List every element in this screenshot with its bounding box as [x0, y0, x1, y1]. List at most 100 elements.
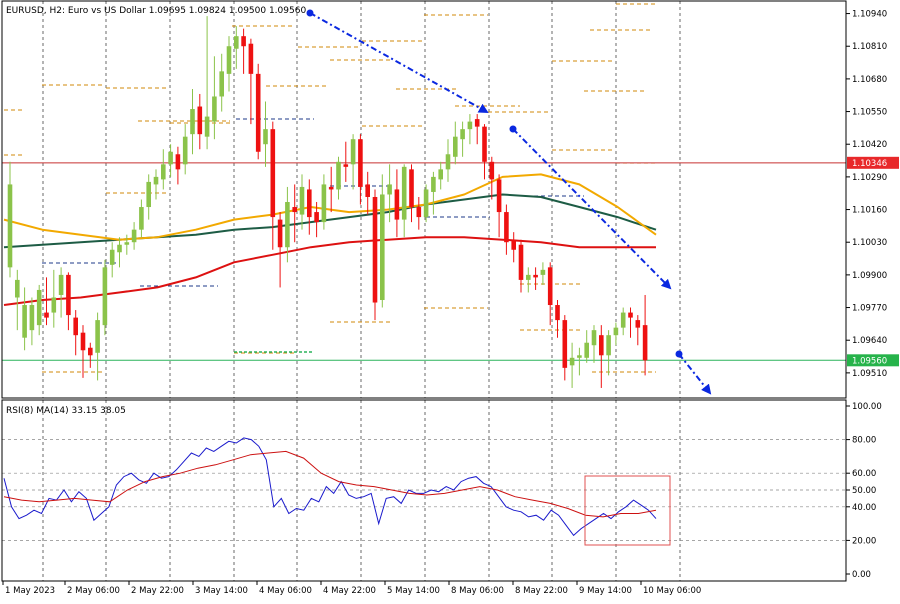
candle-bear [599, 335, 604, 356]
candle-bear [394, 189, 400, 220]
time-axis: 1 May 2023 2 May 06:00 2 May 22:00 3 May 14… [2, 581, 701, 596]
price-tick-label: 1.09770 [852, 304, 887, 314]
candle-bear [474, 119, 480, 127]
time-tick-label: 5 May 14:00 [387, 586, 440, 596]
price-tick-label: 1.09510 [852, 369, 887, 379]
price-label-text: 1.10346 [852, 159, 887, 169]
candle-bear [270, 129, 276, 218]
candle-bear [358, 139, 363, 187]
main-frame [1, 0, 847, 399]
candle-bear [241, 36, 246, 47]
rsi-tick-label: 60.00 [852, 469, 876, 479]
moving-average-2 [3, 173, 657, 241]
rsi-ma-line [3, 450, 657, 518]
rsi-panel [3, 437, 671, 546]
symbol-header: EURUSD, H2: Euro vs US Dollar 1.09695 1.… [6, 6, 306, 16]
trend-arrow [309, 12, 489, 113]
candle-bull [467, 121, 473, 130]
rsi-tick-label: 20.00 [852, 536, 876, 546]
candle-bear [277, 219, 283, 248]
price-label-box [847, 156, 899, 169]
rsi-tick-label: 0.00 [852, 570, 871, 580]
candle-bull [95, 320, 100, 353]
candle-bull [58, 274, 64, 295]
time-tick-label: 8 May 06:00 [451, 586, 504, 596]
trend-arrow [512, 128, 672, 290]
candle-bull [131, 229, 137, 243]
price-tick-label: 1.10810 [852, 42, 887, 52]
candle-bear [248, 43, 254, 74]
price-tick-label: 1.10940 [852, 10, 887, 20]
moving-average-1 [3, 193, 657, 249]
price-tick-label: 1.10420 [852, 140, 887, 150]
trend-arrows[interactable] [306, 9, 712, 395]
candle-bull [569, 357, 575, 366]
rsi-line [3, 437, 657, 537]
candle-bull [263, 129, 268, 145]
candle-bear [555, 305, 560, 321]
candle-bull [620, 312, 626, 328]
candle-bear [255, 73, 261, 152]
candle-bull [540, 269, 546, 275]
candle-bear [292, 207, 297, 213]
candle-bear [416, 207, 422, 218]
candle-bull [423, 189, 429, 218]
moving-average-3 [3, 236, 656, 306]
candle-bull [117, 244, 122, 253]
candle-bull [139, 207, 144, 230]
candle-bear [44, 312, 49, 318]
candle-bear [511, 239, 516, 250]
candle-bear [562, 320, 568, 368]
trend-arrow [678, 353, 712, 395]
time-tick-label: 10 May 06:00 [643, 586, 701, 596]
candle-bull [7, 184, 13, 268]
candle-bull [350, 139, 356, 165]
candle-bull [204, 116, 210, 137]
time-tick-label: 2 May 06:00 [67, 586, 120, 596]
candle-bear [547, 267, 553, 306]
candle-bull [577, 355, 582, 358]
price-axis: 1.10940 1.10810 1.10680 1.10550 1.10420 1.102… [846, 10, 899, 580]
candle-bull [299, 186, 305, 215]
rsi-tick-label: 50.00 [852, 486, 876, 496]
candle-bull [124, 242, 130, 245]
candle-bear [66, 274, 71, 316]
candle-bull [431, 176, 436, 192]
time-tick-label: 1 May 2023 [5, 586, 55, 596]
candle-bear [365, 184, 370, 197]
candle-bear [496, 179, 502, 213]
candle-bull [102, 267, 108, 326]
candle-bull [190, 109, 195, 135]
rsi-tick-label: 80.00 [852, 436, 876, 446]
candle-bull [526, 274, 531, 280]
candle-bear [80, 332, 86, 351]
candle-bull [401, 166, 407, 220]
candle-bull [387, 184, 392, 195]
time-tick-label: 9 May 14:00 [579, 586, 632, 596]
candle-bear [88, 347, 93, 356]
candle-bull [36, 289, 42, 326]
moving-average-lines [3, 173, 657, 306]
candle-bull [226, 46, 232, 74]
price-label-box [847, 354, 899, 367]
price-tick-label: 1.10550 [852, 108, 887, 118]
price-tick-label: 1.10030 [852, 238, 887, 248]
candle-bear [628, 312, 633, 318]
candle-bear [73, 317, 78, 336]
time-tick-label: 4 May 22:00 [323, 586, 376, 596]
candle-bear [314, 212, 319, 223]
candle-bear [307, 189, 312, 218]
candle-bear [328, 186, 334, 190]
price-tick-label: 1.10290 [852, 173, 887, 183]
time-tick-label: 2 May 22:00 [131, 586, 184, 596]
candle-bull [445, 154, 451, 170]
highlight-box [584, 475, 671, 546]
candle-bear [197, 106, 203, 135]
candle-bear [489, 161, 495, 180]
price-label-text: 1.09560 [852, 356, 887, 366]
time-tick-label: 4 May 06:00 [259, 586, 312, 596]
rsi-tick-label: 100.00 [852, 402, 882, 412]
candle-bear [372, 196, 378, 303]
candle-bull [109, 249, 115, 265]
